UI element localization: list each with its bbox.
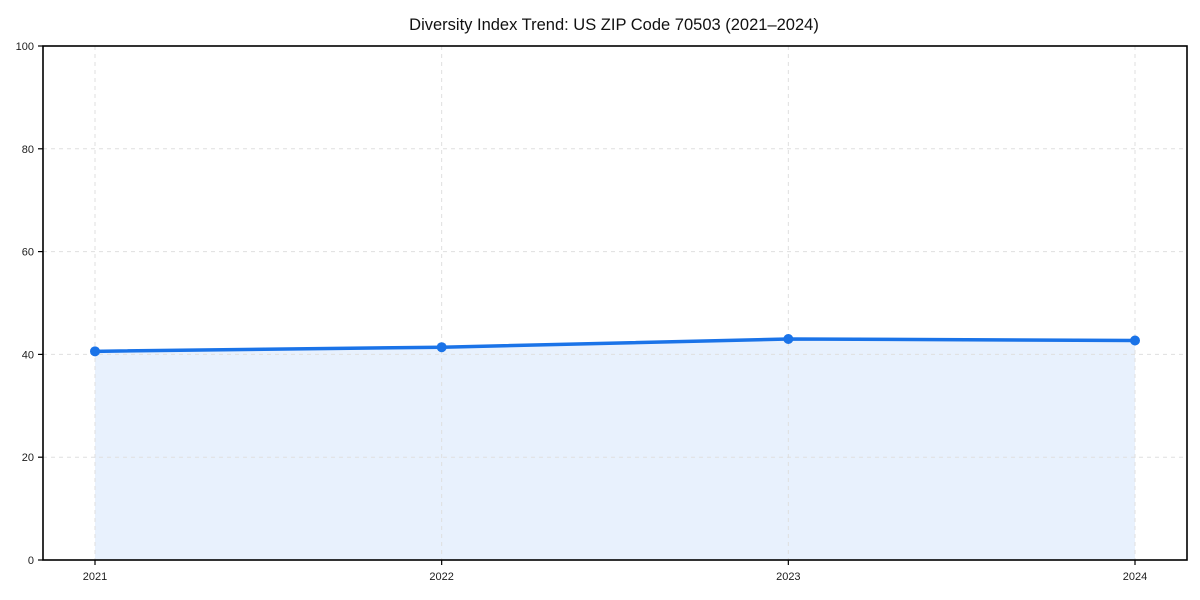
x-tick-label: 2023 [776, 571, 800, 583]
chart-title: Diversity Index Trend: US ZIP Code 70503… [409, 16, 819, 34]
trend-line [93, 337, 1137, 354]
x-tick-label: 2024 [1123, 571, 1147, 583]
y-tick-label: 0 [28, 555, 34, 567]
gridline-layer [43, 46, 1187, 560]
series-layer [90, 333, 1140, 357]
area-fill [95, 338, 1135, 560]
x-tick-label: 2021 [83, 571, 107, 583]
area-fill-layer [95, 338, 1135, 560]
data-point-2024 [1130, 335, 1140, 346]
y-tick-label: 100 [16, 41, 34, 53]
y-tick-label: 40 [22, 349, 34, 361]
y-tick-label: 80 [22, 144, 34, 156]
data-point-2022 [436, 342, 447, 353]
axes-layer: 0 20 40 60 80 100 2021 2022 2023 2024 [16, 41, 1188, 583]
axis-frame [42, 45, 1188, 561]
data-point-2023 [783, 333, 794, 344]
y-tick-label: 60 [22, 247, 34, 259]
x-tick-label: 2022 [429, 571, 453, 583]
y-tick-label: 20 [22, 452, 34, 464]
data-point-2021 [90, 346, 100, 357]
